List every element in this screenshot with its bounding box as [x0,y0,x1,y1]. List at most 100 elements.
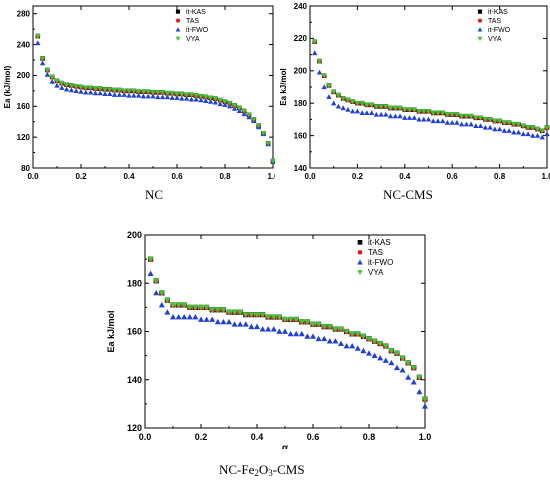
data-point [116,92,123,97]
legend-label: it-FWO [488,27,511,34]
data-point [147,256,154,263]
data-point [49,78,55,84]
x-tick-label: 0.2 [195,432,208,442]
data-point [501,120,507,126]
data-point [506,120,512,126]
data-point [354,101,361,106]
data-point [435,110,441,116]
data-point [377,355,384,361]
data-point [435,118,441,124]
data-point [382,343,389,349]
data-point [468,114,474,119]
data-point [276,328,283,334]
x-tick-label: 0.0 [304,172,316,180]
data-point [179,91,185,97]
data-point [126,92,132,98]
data-point [331,100,337,106]
chart-nc-cms: 0.00.20.40.60.81.0140160180200220240αEa … [279,2,550,180]
data-point [107,87,113,92]
legend-marker [477,9,483,14]
data-point [140,93,147,99]
data-point [147,270,154,276]
data-point [131,88,137,94]
data-point [449,112,455,118]
data-point [321,335,328,342]
data-point [411,107,417,113]
data-point [145,93,151,99]
data-point [78,84,84,90]
data-point [236,105,243,111]
data-point [482,117,489,123]
data-point [378,111,384,117]
data-point [338,326,344,333]
data-point [338,340,344,346]
data-point [326,83,332,89]
data-point [530,125,536,131]
data-point [332,326,339,333]
data-point [222,102,228,107]
data-point [155,90,161,96]
data-point [254,323,260,330]
data-point [174,95,180,100]
data-point [492,126,498,132]
data-point [282,317,288,323]
data-point [326,94,332,99]
data-point [140,89,147,95]
legend-label: it-FWO [186,27,209,34]
data-point [231,309,238,316]
data-point [282,328,288,334]
data-point [212,96,219,102]
y-tick-label: 80 [21,164,30,173]
data-point [350,108,356,114]
data-point [198,97,204,103]
data-point [298,319,305,325]
y-tick-label: 280 [17,10,31,19]
series-tas [148,256,428,402]
data-point [477,115,484,121]
data-point [49,74,55,80]
data-point [153,278,160,284]
data-point [220,307,227,313]
data-point [153,289,160,296]
data-point [366,336,372,342]
data-point [459,121,465,127]
data-point [321,324,328,330]
data-point [92,86,99,92]
data-point [270,314,277,321]
data-point [222,99,228,105]
data-point [220,318,227,325]
data-point [248,312,255,318]
x-tick-label: 0.6 [307,432,320,442]
data-point [174,91,180,97]
data-point [534,132,541,138]
data-point [207,95,214,101]
y-tick-label: 180 [294,99,308,108]
data-point [116,87,123,93]
data-point [321,73,327,79]
data-point [68,83,75,89]
data-point [287,317,294,323]
data-point [430,118,436,124]
data-point [405,360,412,366]
data-point [496,126,503,132]
x-tick-label: 0.6 [171,172,183,180]
data-point [477,123,484,128]
data-point [544,131,550,137]
data-point [416,374,423,381]
data-point [181,314,188,320]
series-it-fwo [147,270,428,409]
legend-label: VYA [488,36,502,43]
plot-frame [309,5,548,169]
data-point [203,98,209,104]
series-it-fwo [312,50,550,140]
y-tick-label: 120 [17,133,31,142]
data-point [388,348,395,354]
data-point [421,109,427,114]
x-tick-label: 0.4 [399,172,411,180]
data-point [394,350,400,357]
data-point [310,321,316,328]
data-point [270,326,277,332]
data-point [454,112,460,118]
data-point [399,355,406,362]
series-vya [35,33,275,164]
